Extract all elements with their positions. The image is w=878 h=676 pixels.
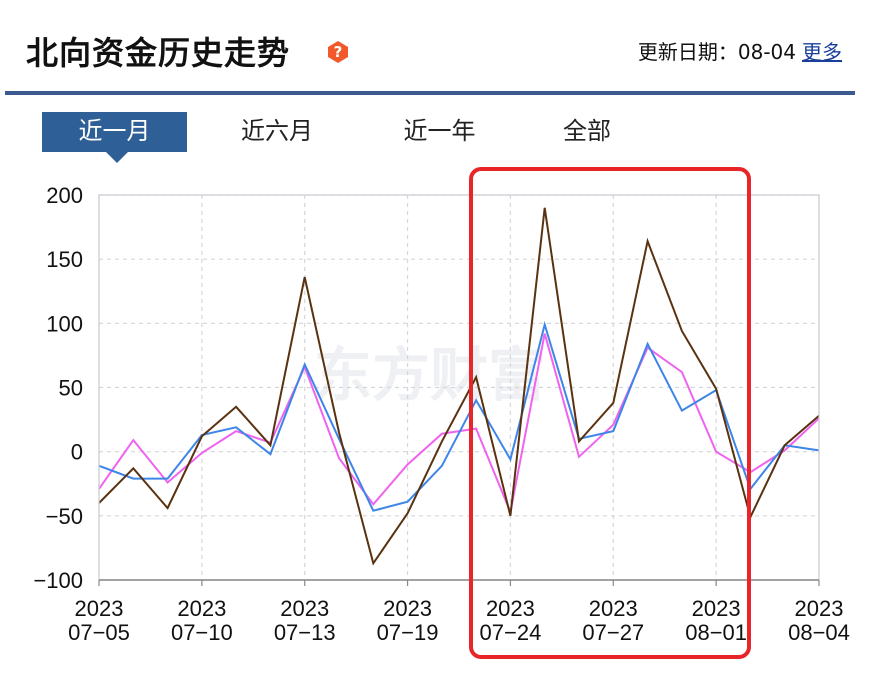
x-tick-label-date: 07−27 (582, 620, 644, 645)
series-line-brown (98, 207, 820, 566)
series-line-blue (98, 320, 820, 512)
x-tick-label-year: 2023 (177, 596, 226, 621)
tab-1-year[interactable]: 近一年 (403, 117, 476, 145)
header-divider (5, 91, 855, 95)
series-layer (98, 207, 820, 566)
x-tick-label-year: 2023 (383, 596, 432, 621)
y-tick-label: 50 (59, 376, 83, 401)
update-value: 08-04 (737, 40, 796, 64)
x-tick-label-year: 2023 (589, 596, 638, 621)
x-tick-label-date: 08−01 (685, 620, 747, 645)
help-icon[interactable]: ? (326, 40, 350, 64)
svg-text:?: ? (334, 43, 343, 61)
x-tick-label-date: 07−13 (274, 620, 336, 645)
y-tick-label: 100 (46, 311, 83, 336)
axes: 200150100500−50−100202307−05202307−10202… (33, 183, 849, 645)
tab-6-months[interactable]: 近六月 (241, 117, 313, 145)
watermark: 东方财富 (314, 341, 546, 409)
x-tick-label-year: 2023 (795, 596, 844, 621)
tab-all[interactable]: 全部 (563, 117, 611, 145)
x-tick-label-year: 2023 (75, 596, 124, 621)
more-link[interactable]: 更多 (802, 40, 842, 64)
tab-1-month[interactable]: 近一月 (42, 112, 187, 152)
header: 北向资金历史走势 ? 更新日期：08-04 更多 (0, 0, 878, 96)
x-tick-label-year: 2023 (280, 596, 329, 621)
y-tick-label: 200 (46, 183, 83, 208)
update-date: 更新日期：08-04 更多 (638, 36, 842, 65)
y-tick-label: −50 (46, 504, 83, 529)
x-tick-label-date: 07−10 (171, 620, 233, 645)
y-tick-label: 150 (46, 247, 83, 272)
x-tick-label-date: 07−19 (377, 620, 439, 645)
y-tick-label: 0 (71, 440, 83, 465)
x-tick-label-date: 07−24 (480, 620, 542, 645)
highlight-box (469, 167, 751, 659)
x-tick-label-year: 2023 (486, 596, 535, 621)
x-tick-label-year: 2023 (692, 596, 741, 621)
update-label: 更新日期： (637, 40, 738, 64)
y-tick-label: −100 (33, 568, 83, 593)
page-title: 北向资金历史走势 (26, 34, 291, 72)
x-tick-label-date: 07−05 (68, 620, 130, 645)
x-tick-label-date: 08−04 (788, 620, 850, 645)
active-tab-pointer (106, 152, 128, 163)
